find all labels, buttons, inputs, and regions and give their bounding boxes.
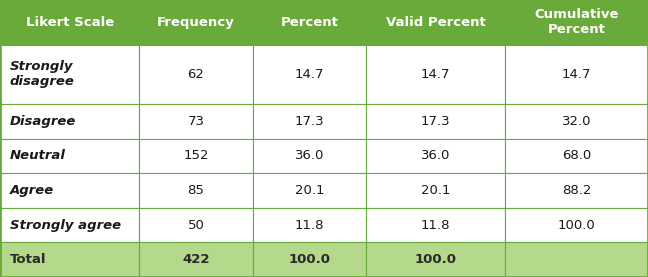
Bar <box>505 138 648 173</box>
Text: 36.0: 36.0 <box>295 149 324 162</box>
Text: 36.0: 36.0 <box>421 149 450 162</box>
Text: 32.0: 32.0 <box>562 115 592 128</box>
Bar <box>0 208 139 242</box>
Bar <box>0 45 139 104</box>
Bar <box>505 242 648 277</box>
Text: 14.7: 14.7 <box>421 68 450 81</box>
Text: 14.7: 14.7 <box>562 68 592 81</box>
Bar <box>366 138 505 173</box>
Text: Cumulative
Percent: Cumulative Percent <box>535 9 619 37</box>
Text: Strongly
disagree: Strongly disagree <box>10 60 75 88</box>
Text: 11.8: 11.8 <box>295 219 324 232</box>
Bar <box>0 0 139 45</box>
Bar <box>366 208 505 242</box>
Text: 68.0: 68.0 <box>562 149 592 162</box>
Bar <box>139 208 253 242</box>
Text: Disagree: Disagree <box>10 115 76 128</box>
Text: Likert Scale: Likert Scale <box>25 16 114 29</box>
Bar <box>139 242 253 277</box>
Bar <box>366 104 505 138</box>
Text: 14.7: 14.7 <box>295 68 324 81</box>
Text: Frequency: Frequency <box>157 16 235 29</box>
Text: 73: 73 <box>187 115 205 128</box>
Text: Valid Percent: Valid Percent <box>386 16 485 29</box>
Bar <box>139 104 253 138</box>
Text: 17.3: 17.3 <box>295 115 324 128</box>
Text: 20.1: 20.1 <box>421 184 450 197</box>
Text: Strongly agree: Strongly agree <box>10 219 121 232</box>
Bar <box>366 173 505 208</box>
Bar <box>505 173 648 208</box>
Text: 11.8: 11.8 <box>421 219 450 232</box>
Bar <box>139 173 253 208</box>
Text: Percent: Percent <box>281 16 338 29</box>
Text: 20.1: 20.1 <box>295 184 324 197</box>
Bar <box>253 242 366 277</box>
Bar <box>366 45 505 104</box>
Bar <box>253 138 366 173</box>
Bar <box>139 45 253 104</box>
Bar <box>0 138 139 173</box>
Bar <box>0 104 139 138</box>
Bar <box>505 0 648 45</box>
Text: 50: 50 <box>187 219 205 232</box>
Bar <box>0 173 139 208</box>
Bar <box>0 242 139 277</box>
Text: Total: Total <box>10 253 46 266</box>
Text: 17.3: 17.3 <box>421 115 450 128</box>
Bar <box>253 208 366 242</box>
Bar <box>253 173 366 208</box>
Text: 62: 62 <box>187 68 205 81</box>
Bar <box>139 138 253 173</box>
Bar <box>253 104 366 138</box>
Text: 100.0: 100.0 <box>288 253 330 266</box>
Text: 422: 422 <box>182 253 210 266</box>
Bar <box>366 242 505 277</box>
Bar <box>505 208 648 242</box>
Bar <box>253 45 366 104</box>
Bar <box>366 0 505 45</box>
Bar <box>253 0 366 45</box>
Bar <box>139 0 253 45</box>
Text: 100.0: 100.0 <box>415 253 457 266</box>
Text: Neutral: Neutral <box>10 149 65 162</box>
Text: 85: 85 <box>187 184 205 197</box>
Text: 100.0: 100.0 <box>558 219 596 232</box>
Bar <box>505 45 648 104</box>
Bar <box>505 104 648 138</box>
Text: 88.2: 88.2 <box>562 184 592 197</box>
Text: Agree: Agree <box>10 184 54 197</box>
Text: 152: 152 <box>183 149 209 162</box>
